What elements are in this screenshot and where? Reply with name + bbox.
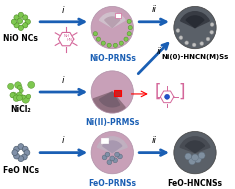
- Text: i: i: [62, 76, 64, 85]
- FancyBboxPatch shape: [114, 90, 121, 96]
- Circle shape: [176, 29, 180, 33]
- Circle shape: [14, 15, 19, 20]
- Circle shape: [23, 23, 28, 28]
- Wedge shape: [185, 141, 204, 153]
- Circle shape: [91, 6, 133, 49]
- Circle shape: [12, 150, 18, 156]
- Circle shape: [22, 96, 29, 103]
- Circle shape: [165, 94, 169, 99]
- Text: HN: HN: [67, 38, 73, 42]
- Text: FeO-PRNSs: FeO-PRNSs: [88, 179, 136, 188]
- Circle shape: [101, 41, 105, 45]
- Text: ]: ]: [179, 83, 185, 101]
- Circle shape: [113, 158, 118, 163]
- Circle shape: [124, 37, 128, 41]
- Circle shape: [128, 26, 132, 30]
- Circle shape: [127, 32, 131, 36]
- Circle shape: [174, 132, 216, 174]
- Circle shape: [200, 42, 204, 46]
- Circle shape: [13, 95, 20, 101]
- Circle shape: [115, 152, 119, 157]
- Circle shape: [206, 37, 210, 41]
- Text: [: [: [155, 83, 161, 101]
- Circle shape: [25, 19, 31, 24]
- Circle shape: [24, 150, 30, 156]
- Circle shape: [91, 132, 133, 174]
- Circle shape: [119, 41, 123, 45]
- Text: Ni(II)-PRMSs: Ni(II)-PRMSs: [85, 118, 139, 127]
- Text: ii: ii: [157, 47, 162, 57]
- Circle shape: [14, 153, 20, 159]
- Wedge shape: [99, 13, 125, 28]
- Text: NH: NH: [63, 34, 69, 38]
- Circle shape: [23, 15, 28, 20]
- Circle shape: [10, 93, 15, 98]
- Circle shape: [210, 30, 214, 34]
- Circle shape: [195, 156, 201, 163]
- Wedge shape: [99, 92, 120, 107]
- Circle shape: [15, 82, 21, 88]
- Circle shape: [21, 154, 27, 160]
- Circle shape: [14, 23, 19, 28]
- Circle shape: [18, 85, 22, 90]
- Text: Ni(0)-HNCN(M)Ss: Ni(0)-HNCN(M)Ss: [161, 53, 229, 60]
- Text: ii: ii: [152, 136, 157, 145]
- Circle shape: [26, 94, 31, 99]
- Wedge shape: [105, 17, 120, 28]
- Wedge shape: [180, 137, 210, 153]
- Wedge shape: [181, 12, 209, 28]
- Circle shape: [118, 154, 122, 159]
- Circle shape: [21, 95, 25, 100]
- Text: FeO-HNCNSs: FeO-HNCNSs: [168, 179, 223, 188]
- Text: NiCl₂: NiCl₂: [11, 105, 31, 114]
- Circle shape: [11, 92, 16, 98]
- Circle shape: [18, 12, 24, 18]
- Circle shape: [19, 89, 23, 93]
- FancyBboxPatch shape: [101, 138, 108, 143]
- Circle shape: [93, 32, 98, 36]
- Circle shape: [21, 95, 25, 99]
- FancyBboxPatch shape: [115, 13, 121, 19]
- Text: i: i: [62, 136, 64, 145]
- Circle shape: [91, 71, 133, 113]
- Circle shape: [192, 154, 198, 161]
- Circle shape: [18, 156, 24, 162]
- Circle shape: [210, 23, 214, 26]
- Circle shape: [174, 6, 216, 49]
- Circle shape: [11, 19, 17, 24]
- Circle shape: [102, 155, 107, 160]
- Text: ii: ii: [152, 5, 157, 14]
- Circle shape: [107, 43, 111, 47]
- Circle shape: [18, 144, 24, 149]
- Circle shape: [113, 43, 118, 47]
- Circle shape: [198, 152, 205, 159]
- Circle shape: [96, 37, 101, 41]
- Circle shape: [14, 146, 20, 152]
- Circle shape: [107, 160, 112, 165]
- Circle shape: [185, 41, 189, 45]
- Circle shape: [22, 146, 28, 152]
- Circle shape: [8, 83, 14, 89]
- Wedge shape: [103, 141, 122, 153]
- Circle shape: [179, 36, 183, 40]
- Circle shape: [17, 95, 22, 101]
- Circle shape: [127, 19, 131, 24]
- Wedge shape: [93, 92, 125, 112]
- Circle shape: [110, 156, 115, 161]
- Circle shape: [18, 25, 24, 30]
- Text: i: i: [62, 6, 64, 15]
- Circle shape: [185, 153, 192, 160]
- Text: NiO-PRNSs: NiO-PRNSs: [89, 53, 136, 63]
- Wedge shape: [97, 137, 127, 153]
- Circle shape: [105, 152, 110, 157]
- Text: NiO NCs: NiO NCs: [4, 34, 38, 43]
- Text: FeO NCs: FeO NCs: [3, 166, 39, 175]
- Circle shape: [189, 158, 196, 165]
- Circle shape: [17, 18, 23, 24]
- Circle shape: [16, 92, 22, 98]
- Circle shape: [192, 43, 196, 47]
- Circle shape: [28, 81, 35, 88]
- Wedge shape: [186, 16, 204, 28]
